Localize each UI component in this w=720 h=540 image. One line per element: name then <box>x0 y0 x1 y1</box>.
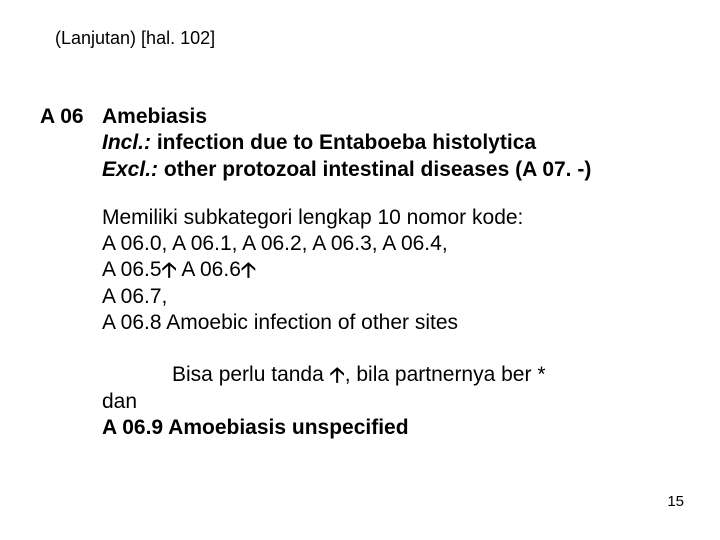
spacer <box>40 183 680 205</box>
page-number: 15 <box>667 493 684 510</box>
slide: (Lanjutan) [hal. 102] A 06 Amebiasis Inc… <box>0 0 720 540</box>
subcat-note: Bisa perlu tanda 🡡, bila partnernya ber … <box>102 336 680 389</box>
slide-body: A 06 Amebiasis Incl.: infection due to E… <box>40 104 680 441</box>
up-arrow-icon: 🡡 <box>330 363 345 389</box>
subcat-line5: A 06.9 Amoebiasis unspecified <box>102 415 680 441</box>
excl-text: other protozoal intestinal diseases (A 0… <box>158 158 591 181</box>
entry-text-block: Amebiasis Incl.: infection due to Entabo… <box>102 104 680 183</box>
subcat-note-b: , bila partnernya ber * <box>345 363 546 386</box>
entry-excl: Excl.: other protozoal intestinal diseas… <box>102 157 680 183</box>
subcategory-block: Memiliki subkategori lengkap 10 nomor ko… <box>102 205 680 441</box>
subcat-line1: A 06.0, A 06.1, A 06.2, A 06.3, A 06.4, <box>102 231 680 257</box>
subcat-line4: A 06.8 Amoebic infection of other sites <box>102 310 680 336</box>
incl-text: infection due to Entaboeba histolytica <box>151 131 536 154</box>
subcat-line2: A 06.5🡡 A 06.6🡡 <box>102 257 680 283</box>
subcat-line2a: A 06.5 <box>102 258 162 281</box>
subcat-line2b: A 06.6 <box>177 258 241 281</box>
incl-label: Incl.: <box>102 131 151 154</box>
header-text: (Lanjutan) [hal. 102] <box>55 28 215 48</box>
subcat-note-a: Bisa perlu tanda <box>102 363 330 386</box>
entry-title: Amebiasis <box>102 104 680 130</box>
up-arrow-icon: 🡡 <box>241 258 256 284</box>
slide-header: (Lanjutan) [hal. 102] <box>55 28 215 49</box>
entry-code: A 06 <box>40 104 102 183</box>
entry-incl: Incl.: infection due to Entaboeba histol… <box>102 130 680 156</box>
subcat-intro: Memiliki subkategori lengkap 10 nomor ko… <box>102 205 680 231</box>
subcat-dan: dan <box>102 389 680 415</box>
subcat-line3: A 06.7, <box>102 284 680 310</box>
up-arrow-icon: 🡡 <box>162 258 177 284</box>
excl-label: Excl.: <box>102 158 158 181</box>
entry-row: A 06 Amebiasis Incl.: infection due to E… <box>40 104 680 183</box>
